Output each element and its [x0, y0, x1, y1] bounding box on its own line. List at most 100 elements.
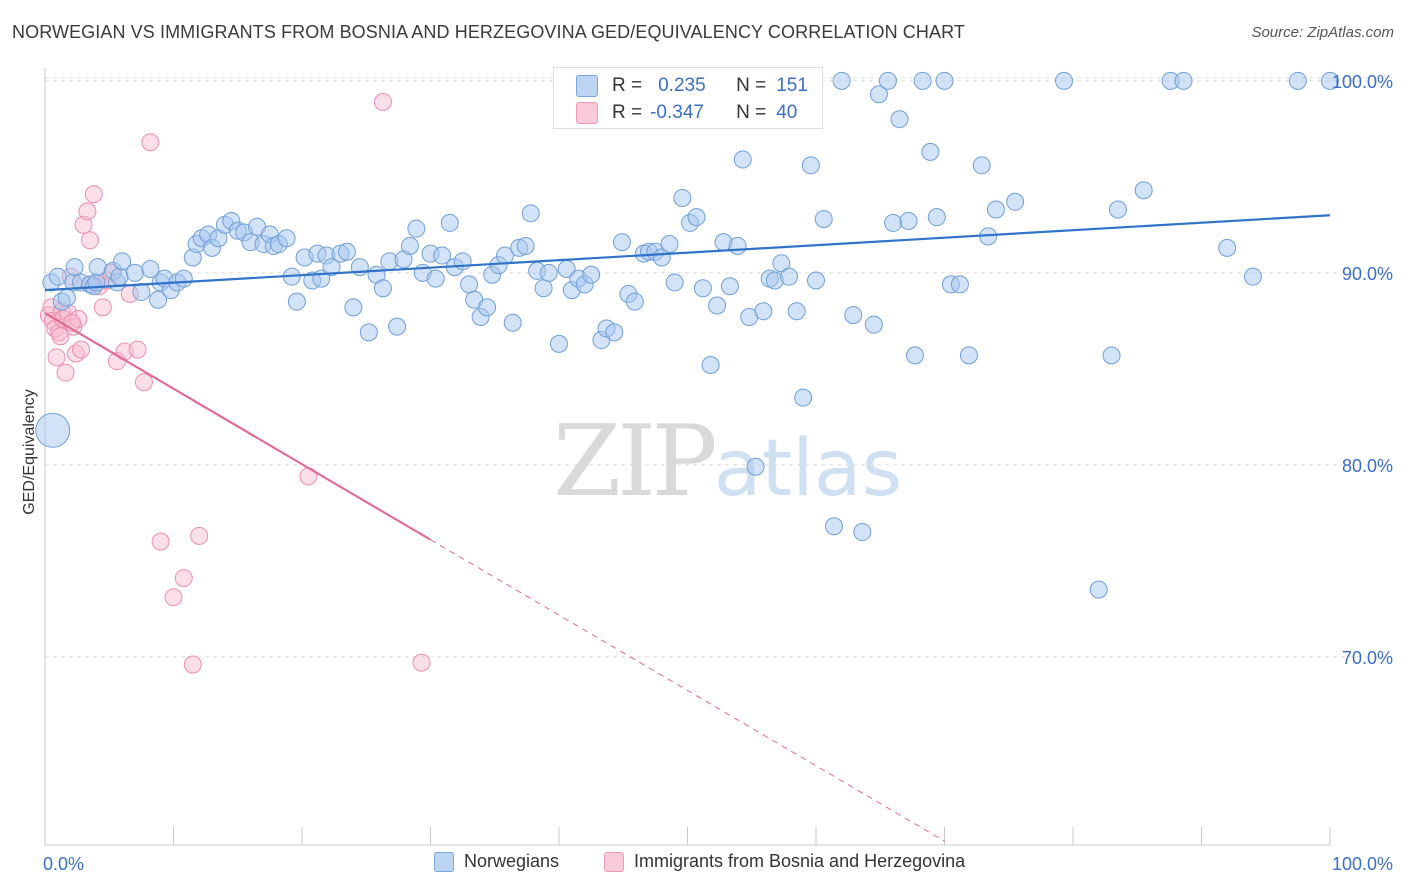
watermark-atlas: atlas	[713, 424, 903, 514]
norwegian-point	[884, 213, 903, 232]
norwegian-point	[733, 150, 752, 169]
pink-swatch	[576, 102, 598, 124]
norwegian-point	[687, 208, 706, 227]
x-tick-label: 0.0%	[43, 854, 84, 874]
zipatlas-watermark: ZIPatlas	[553, 405, 902, 519]
norwegian-point	[754, 302, 773, 321]
r-label: R =	[612, 102, 643, 123]
norwegian-point	[625, 292, 644, 311]
norwegian-point	[388, 317, 407, 336]
watermark-zip: ZIP	[553, 405, 718, 519]
bottom-legend: Norwegians Immigrants from Bosnia and He…	[0, 851, 1406, 877]
norwegian-point	[1288, 71, 1307, 90]
norwegian-point	[503, 313, 522, 332]
norwegian-point	[48, 267, 67, 286]
norwegian-point	[612, 233, 631, 252]
stats-row-norwegians: R = 0.235 N = 151	[576, 72, 808, 100]
norwegian-point	[905, 346, 924, 365]
bosnia-point	[164, 588, 183, 607]
stats-row-bosnia: R = -0.347 N = 40	[576, 99, 797, 127]
bosnia-point	[71, 340, 90, 359]
legend-label-norwegians: Norwegians	[464, 851, 560, 871]
blue-swatch	[576, 75, 598, 97]
bosnia-point	[47, 348, 66, 367]
bosnia-point	[93, 298, 112, 317]
n-label: N =	[736, 75, 767, 96]
norwegian-point	[693, 279, 712, 298]
norwegian-point	[322, 258, 341, 277]
norwegian-point	[1218, 238, 1237, 257]
norwegian-point	[950, 275, 969, 294]
legend-item-bosnia[interactable]: Immigrants from Bosnia and Herzegovina	[604, 851, 965, 872]
norwegian-point	[1321, 71, 1339, 90]
y-tick-label: 70.0%	[1342, 648, 1393, 668]
norwegian-point	[65, 258, 84, 277]
norwegian-point	[516, 236, 535, 255]
norwegian-point	[878, 71, 897, 90]
norwegian-trend-line	[44, 214, 1331, 292]
y-axis-label: GED/Equivalency	[21, 389, 38, 515]
norwegian-point	[787, 302, 806, 321]
norwegian-point	[141, 260, 160, 278]
norwegian-point	[869, 85, 888, 104]
norwegian-point	[539, 263, 558, 282]
x-tick-label: 100.0%	[1332, 854, 1393, 874]
bosnia-point	[151, 532, 170, 551]
norwegian-point	[1108, 200, 1127, 219]
norwegian-point	[814, 210, 833, 229]
norwegian-point	[959, 346, 978, 365]
norwegian-point	[921, 142, 940, 161]
bosnia-point	[128, 340, 147, 359]
norwegian-point	[927, 208, 946, 227]
norwegian-point	[673, 188, 692, 207]
bosnia-point	[134, 373, 153, 392]
bosnia-trend-line	[44, 312, 432, 541]
bosnia-points	[39, 92, 431, 674]
bosnia-point	[51, 327, 70, 346]
bosnia-point	[174, 569, 193, 588]
norwegian-point	[701, 356, 720, 374]
norwegian-point	[665, 273, 684, 292]
norwegian-point	[899, 212, 918, 230]
bosnia-trend-extension	[430, 539, 945, 842]
source-label: Source: ZipAtlas.com	[1251, 24, 1394, 41]
norwegian-point	[433, 246, 452, 265]
norwegian-point	[972, 156, 991, 175]
y-tick-label: 80.0%	[1342, 456, 1393, 476]
norwegian-points	[35, 71, 1339, 599]
norwegian-point	[720, 277, 739, 296]
norwegian-point	[605, 323, 624, 342]
norwegian-point	[780, 267, 799, 286]
norwegian-point	[344, 298, 363, 317]
norwegian-point	[824, 517, 843, 536]
norwegian-point	[88, 258, 107, 277]
axes	[44, 68, 1331, 846]
legend-swatch-blue	[434, 851, 454, 872]
norwegian-point	[1055, 71, 1074, 90]
legend-item-norwegians[interactable]: Norwegians	[434, 851, 559, 872]
norwegian-point	[57, 288, 76, 307]
norwegian-point	[460, 275, 479, 294]
n-label: N =	[736, 102, 767, 123]
norwegian-point	[832, 71, 851, 90]
bosnia-point	[373, 92, 392, 111]
norwegian-point	[728, 236, 747, 255]
bosnia-point	[84, 185, 103, 204]
norwegian-point	[287, 292, 306, 311]
norwegian-point	[801, 156, 820, 175]
trend-lines	[44, 214, 1331, 842]
tick-labels: 70.0% 80.0% 90.0% 100.0% 0.0% 100.0%	[43, 72, 1393, 874]
norwegian-point	[582, 265, 601, 284]
y-tick-label: 100.0%	[1332, 72, 1393, 92]
norwegian-point	[890, 110, 909, 129]
norwegian-point	[746, 457, 765, 476]
norwegian-point	[453, 252, 472, 271]
bosnia-point	[190, 526, 209, 545]
norwegian-point	[1102, 346, 1121, 365]
norwegian-point	[478, 298, 497, 317]
norwegian-point	[407, 219, 426, 238]
bosnia-point	[56, 363, 75, 382]
norwegian-point	[440, 213, 459, 232]
norwegian-point	[844, 306, 863, 325]
